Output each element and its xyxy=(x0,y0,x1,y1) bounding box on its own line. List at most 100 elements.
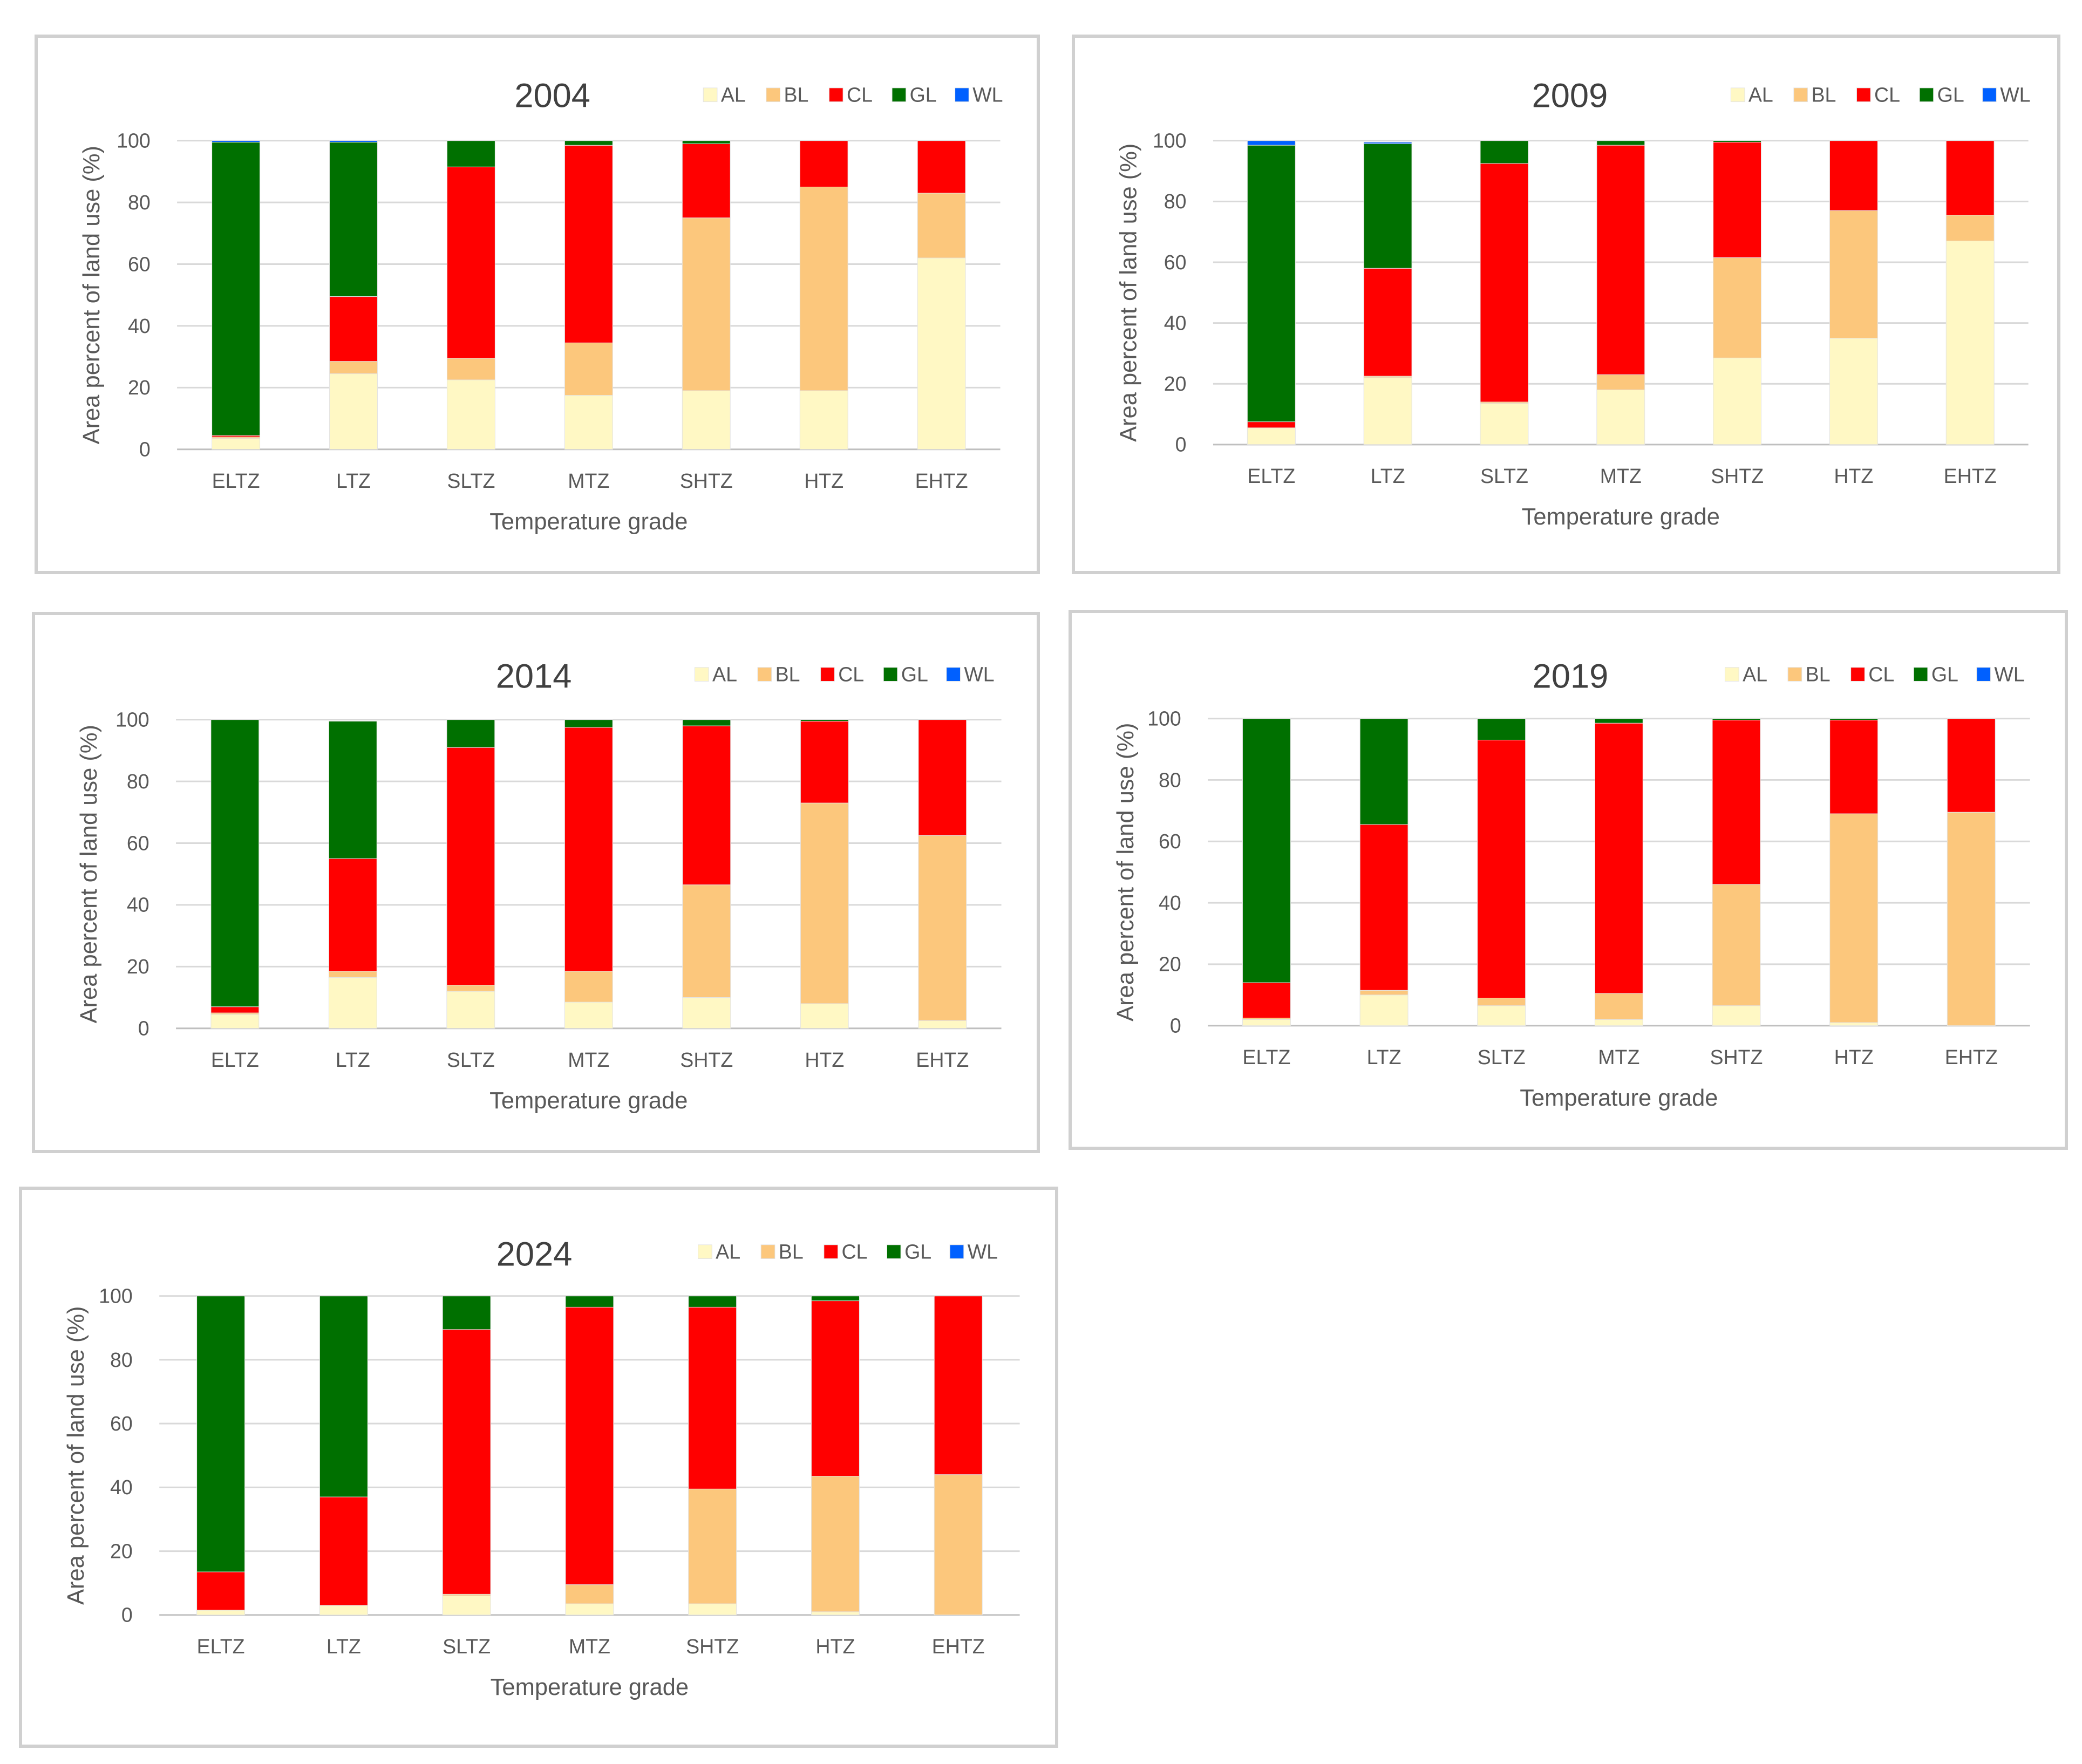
bar-cl-mtz xyxy=(564,145,613,343)
legend-swatch-wl xyxy=(1982,87,1997,103)
bar-bl-ehtz xyxy=(1947,812,1996,1026)
x-tick-label: HTZ xyxy=(815,1635,855,1658)
bar-gl-ltz xyxy=(1359,718,1409,825)
bar-cl-ltz xyxy=(1359,824,1409,991)
bar-cl-eltz xyxy=(210,1006,260,1013)
legend-label-al: AL xyxy=(716,1241,740,1263)
y-tick-label: 20 xyxy=(1159,953,1181,976)
bar-cl-shtz xyxy=(682,143,731,219)
x-tick-label: HTZ xyxy=(805,1048,844,1071)
bar-cl-ehtz xyxy=(1945,140,1995,216)
bar-cl-sltz xyxy=(446,166,495,359)
bar-bl-shtz xyxy=(682,884,731,998)
x-tick-label: SLTZ xyxy=(1478,1046,1526,1068)
legend-label-al: AL xyxy=(712,663,737,686)
bar-gl-eltz xyxy=(1247,145,1296,423)
legend-label-cl: CL xyxy=(847,84,873,106)
bar-gl-ltz xyxy=(328,721,377,859)
bar-cl-ehtz xyxy=(917,140,966,194)
y-tick-label: 40 xyxy=(127,894,149,916)
x-tick-label: SHTZ xyxy=(686,1635,739,1658)
bar-cl-ehtz xyxy=(934,1296,983,1475)
bar-al-shtz xyxy=(1712,1005,1761,1026)
x-tick-label: EHTZ xyxy=(916,1048,969,1071)
bar-cl-ehtz xyxy=(918,719,967,836)
bar-bl-shtz xyxy=(1713,257,1762,358)
bar-gl-htz xyxy=(1829,718,1879,720)
bar-bl-htz xyxy=(1829,813,1879,1023)
bar-al-mtz xyxy=(564,395,613,450)
bar-al-htz xyxy=(1829,1022,1879,1026)
bar-gl-shtz xyxy=(1712,718,1761,720)
bar-bl-ltz xyxy=(1359,990,1409,996)
bar-gl-mtz xyxy=(564,719,613,728)
x-tick-label: EHTZ xyxy=(915,469,968,492)
y-tick-label: 0 xyxy=(121,1604,133,1626)
legend-label-wl: WL xyxy=(1994,663,2024,685)
bar-gl-ltz xyxy=(329,142,378,297)
bar-al-eltz xyxy=(212,438,261,450)
x-tick-label: LTZ xyxy=(336,1048,370,1071)
bar-chart: 0 20 40 60 80 100 ELTZ LTZ SLTZ MTZ SHTZ HTZ EHTZ 201… xyxy=(76,657,1002,1114)
bar-cl-shtz xyxy=(1713,142,1762,258)
bar-chart: 0 20 40 60 80 100 ELTZ LTZ SLTZ MTZ SHTZ HTZ EHTZ 202… xyxy=(63,1235,1020,1700)
bar-bl-shtz xyxy=(688,1488,737,1604)
bar-cl-mtz xyxy=(1596,145,1645,375)
bar-al-ltz xyxy=(329,373,378,450)
bar-cl-mtz xyxy=(1594,723,1643,994)
chart-panel-2004: 0 20 40 60 80 100 ELTZ LTZ SLTZ MTZ SHTZ HTZ EHTZ 200… xyxy=(35,35,1040,574)
x-tick-label: EHTZ xyxy=(1944,465,1997,487)
x-tick-label: EHTZ xyxy=(1945,1046,1998,1068)
bar-gl-eltz xyxy=(212,142,261,436)
bar-bl-ehtz xyxy=(1945,215,1995,242)
y-tick-label: 40 xyxy=(1159,891,1181,914)
y-tick-label: 0 xyxy=(139,438,151,461)
legend-label-wl: WL xyxy=(972,84,1003,106)
bar-al-htz xyxy=(800,1003,849,1029)
x-tick-label: ELTZ xyxy=(212,469,260,492)
x-tick-label: HTZ xyxy=(1834,465,1873,487)
x-tick-label: HTZ xyxy=(1834,1046,1874,1068)
x-tick-label: SLTZ xyxy=(1480,465,1528,487)
bar-al-ehtz xyxy=(917,257,966,450)
bar-al-ltz xyxy=(328,977,377,1029)
legend-swatch-cl xyxy=(828,87,843,103)
bar-bl-ehtz xyxy=(918,835,967,1021)
legend-swatch-al xyxy=(694,667,709,682)
legend-swatch-cl xyxy=(1850,667,1865,682)
legend-swatch-gl xyxy=(1913,667,1928,682)
bar-bl-sltz xyxy=(1477,998,1526,1006)
bar-al-ltz xyxy=(1363,377,1412,445)
bar-chart: 0 20 40 60 80 100 ELTZ LTZ SLTZ MTZ SHTZ HTZ EHTZ 200… xyxy=(1116,77,2031,530)
x-tick-label: SLTZ xyxy=(443,1635,491,1658)
y-tick-label: 20 xyxy=(128,376,151,399)
x-tick-label: MTZ xyxy=(1598,1046,1639,1068)
chart-title: 2024 xyxy=(496,1235,573,1273)
legend-swatch-bl xyxy=(757,667,772,682)
bar-cl-ltz xyxy=(1363,268,1412,377)
bar-al-eltz xyxy=(196,1610,246,1616)
y-tick-label: 60 xyxy=(127,832,149,854)
legend-label-gl: GL xyxy=(904,1241,931,1263)
legend-label-cl: CL xyxy=(1874,84,1900,106)
bar-gl-sltz xyxy=(1480,140,1529,164)
legend-label-wl: WL xyxy=(2000,84,2030,106)
bar-al-htz xyxy=(799,390,848,450)
bar-cl-htz xyxy=(799,140,848,187)
chart-title: 2019 xyxy=(1533,657,1609,695)
bar-bl-htz xyxy=(800,802,849,1004)
bar-gl-mtz xyxy=(1594,718,1643,724)
y-tick-label: 20 xyxy=(1164,372,1187,395)
x-axis-label: Temperature grade xyxy=(489,509,688,535)
legend-label-bl: BL xyxy=(1811,84,1836,106)
bar-cl-eltz xyxy=(1247,421,1296,428)
y-tick-label: 40 xyxy=(1164,311,1187,334)
x-axis-label: Temperature grade xyxy=(1520,1085,1718,1111)
y-axis-label: Area percent of land use (%) xyxy=(79,146,105,444)
legend-label-wl: WL xyxy=(964,663,994,686)
legend-label-cl: CL xyxy=(1868,663,1894,685)
bar-cl-htz xyxy=(1829,719,1879,814)
y-tick-label: 80 xyxy=(128,191,151,214)
bar-bl-mtz xyxy=(1596,374,1645,390)
bar-cl-eltz xyxy=(1242,982,1291,1018)
